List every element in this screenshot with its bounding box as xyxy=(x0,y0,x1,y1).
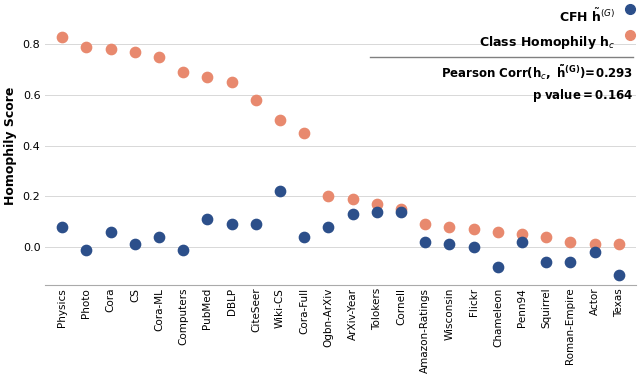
Point xyxy=(565,239,575,245)
Point xyxy=(493,229,503,235)
Point xyxy=(444,241,454,247)
Point xyxy=(81,247,92,253)
Point xyxy=(227,221,237,227)
Point xyxy=(348,211,358,217)
Text: $\mathbf{Pearson\ Corr(h}_c\mathbf{,\ \tilde{h}^{(G)})\!=\!0.293}$: $\mathbf{Pearson\ Corr(h}_c\mathbf{,\ \t… xyxy=(442,62,633,82)
Point xyxy=(444,224,454,230)
Point xyxy=(275,188,285,194)
Point xyxy=(130,241,140,247)
Point xyxy=(106,46,116,52)
Point xyxy=(541,234,552,240)
Point xyxy=(323,224,333,230)
Point xyxy=(299,234,309,240)
Point xyxy=(468,244,479,250)
Point xyxy=(372,201,382,207)
Text: CFH $\tilde{\mathbf{h}}^{(G)}$: CFH $\tilde{\mathbf{h}}^{(G)}$ xyxy=(559,8,615,25)
Point xyxy=(614,272,624,278)
Point xyxy=(468,226,479,232)
Point xyxy=(202,74,212,80)
Point xyxy=(420,221,431,227)
Point xyxy=(251,97,261,103)
Point xyxy=(614,241,624,247)
Point xyxy=(178,69,188,75)
Point xyxy=(517,239,527,245)
Point xyxy=(348,196,358,202)
Point xyxy=(323,193,333,199)
Point xyxy=(589,249,600,255)
Point xyxy=(57,34,67,40)
Point xyxy=(396,206,406,212)
Point xyxy=(178,247,188,253)
Point xyxy=(299,130,309,136)
Point xyxy=(130,49,140,55)
Point xyxy=(493,264,503,270)
Point xyxy=(372,208,382,215)
Point xyxy=(541,259,552,265)
Point xyxy=(81,44,92,50)
Point xyxy=(420,239,431,245)
Text: Class Homophily $\mathbf{h}_c$: Class Homophily $\mathbf{h}_c$ xyxy=(479,34,615,51)
Point xyxy=(154,54,164,60)
Point xyxy=(154,234,164,240)
Point xyxy=(396,208,406,215)
Point xyxy=(202,216,212,222)
Point xyxy=(589,241,600,247)
Point xyxy=(251,221,261,227)
Point xyxy=(565,259,575,265)
Point xyxy=(227,79,237,85)
Point xyxy=(275,117,285,123)
Text: $\mathbf{p\ value = 0.164}$: $\mathbf{p\ value = 0.164}$ xyxy=(532,87,633,104)
Point xyxy=(106,229,116,235)
Point xyxy=(57,224,67,230)
Y-axis label: Homophily Score: Homophily Score xyxy=(4,86,17,205)
Point xyxy=(517,231,527,238)
